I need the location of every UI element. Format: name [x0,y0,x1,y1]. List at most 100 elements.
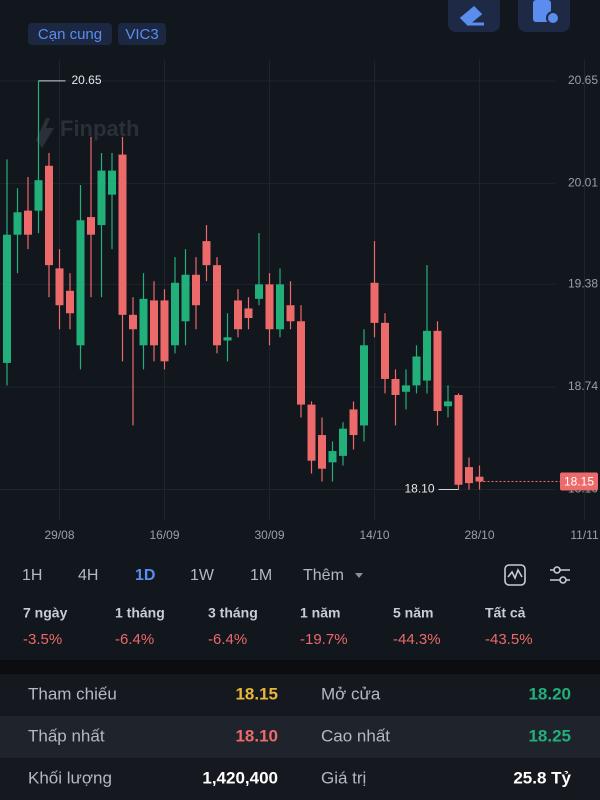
y-tick-label: 18.74 [568,379,598,393]
candle-body [118,154,127,315]
icon-frame [504,564,526,586]
x-tick-label: 30/09 [254,528,284,542]
timeframe-tab[interactable]: Thêm [303,567,344,584]
candle-body [234,300,242,330]
candle-body [381,322,389,379]
timeframe-tab[interactable]: 1M [250,567,272,584]
candle-body [160,300,169,362]
gavel-icon [459,5,484,27]
icon-knob [553,566,561,574]
candle-body [181,274,190,322]
x-tick-label: 29/08 [44,528,74,542]
stat-label: Mở cửa [321,684,381,703]
candle-body [139,298,148,346]
indicator-icon[interactable] [504,564,526,586]
candle-body [433,330,442,412]
watermark: Finpath [60,116,139,141]
candle-body [465,467,473,484]
period-change: -6.4% [208,631,247,648]
tag-box [118,23,166,45]
candle-body [255,284,263,299]
stat-label: Tham chiếu [28,684,117,703]
tag: VIC3 [125,26,158,43]
x-tick-label: 28/10 [464,528,494,542]
x-tick-label: 16/09 [149,528,179,542]
stat-value: 1,420,400 [202,768,278,787]
stat-value: 18.20 [528,684,571,703]
candle-body [349,409,358,436]
stat-value: 18.25 [528,726,571,745]
candle-body [423,330,431,381]
candle-body [244,308,253,319]
candle-body [45,165,53,266]
timeframe-tab[interactable]: 1H [22,567,42,584]
candle-body [213,265,221,346]
candle-body [223,337,232,341]
candle-body [202,241,211,266]
period-change: -6.4% [115,631,154,648]
x-tick-label: 11/11 [570,528,599,542]
stat-value: 18.15 [235,684,278,703]
timeframe-tab[interactable]: 4H [78,567,98,584]
y-tick-label: 20.65 [568,73,598,87]
stat-label: Giá trị [321,768,366,787]
last-price-tag [560,472,598,491]
period-change: -3.5% [23,631,62,648]
icon-knob [559,576,567,584]
period-change: -19.7% [300,631,348,648]
candle-body [444,401,452,407]
candle-body [192,274,200,306]
watermark-logo [36,118,54,148]
max-label: 20.65 [72,73,102,87]
candle-body [13,212,22,235]
candle-body [276,284,284,330]
separator [0,660,600,674]
period-change: -44.3% [393,631,441,648]
settings-icon[interactable] [550,566,570,584]
x-tick-label: 14/10 [359,528,389,542]
stat-label: Cao nhất [321,726,390,745]
candle-body [475,476,484,482]
candle-body [34,180,43,211]
candle-body [339,428,347,456]
timeframe-tab[interactable]: 1D [135,567,155,584]
y-tick-label: 20.01 [568,176,598,190]
candle-body [171,282,179,346]
candle-body [402,385,410,392]
period-label: 5 năm [393,605,433,621]
tag: Cạn cung [38,26,102,43]
candle-body [307,404,316,461]
min-label: 18.10 [404,482,434,496]
dropdown-arrow [355,573,363,578]
period-label: 1 năm [300,605,340,621]
candle-body [286,305,295,322]
period-label: 1 tháng [115,605,165,621]
candle-body [66,290,74,314]
candle-body [108,170,116,195]
period-label: Tất cả [485,605,526,621]
stat-label: Khối lượng [28,768,112,787]
candle-body [297,321,305,405]
candle-body [3,234,11,363]
candle-body [129,314,137,330]
stat-label: Thấp nhất [28,726,105,745]
candle-body [24,210,32,235]
candle-body [76,220,85,346]
period-label: 7 ngày [23,605,68,621]
candle-body [97,170,106,226]
last-price: 18.15 [564,475,594,489]
candle-body [265,284,274,330]
candle-body [454,394,463,485]
candle-body [150,300,158,346]
candle-body [328,451,337,463]
timeframe-tab[interactable]: 1W [190,567,215,584]
candle-body [412,356,421,386]
note-badge [546,11,560,25]
candle-body [87,217,95,235]
stat-value: 18.10 [235,726,278,745]
tag-box [28,23,112,45]
y-tick-label: 19.38 [568,277,598,291]
candle-body [391,378,400,395]
